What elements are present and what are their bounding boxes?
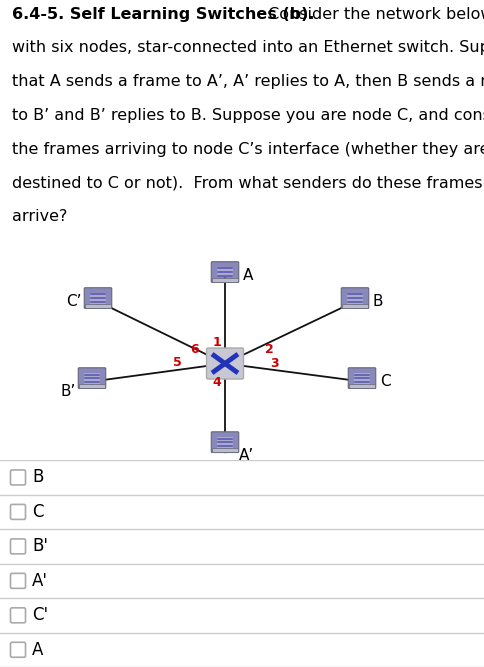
FancyBboxPatch shape xyxy=(11,504,26,520)
Text: A’: A’ xyxy=(239,448,254,463)
Bar xyxy=(342,304,368,308)
FancyBboxPatch shape xyxy=(78,368,106,388)
Text: that A sends a frame to A’, A’ replies to A, then B sends a message: that A sends a frame to A’, A’ replies t… xyxy=(12,74,484,89)
FancyBboxPatch shape xyxy=(11,574,26,588)
Bar xyxy=(84,373,100,384)
Bar xyxy=(217,437,233,448)
Text: C': C' xyxy=(32,606,48,624)
FancyBboxPatch shape xyxy=(211,432,239,452)
Text: A': A' xyxy=(32,572,48,590)
Text: A: A xyxy=(32,641,44,659)
FancyBboxPatch shape xyxy=(11,608,26,623)
Bar xyxy=(79,384,105,388)
Text: 5: 5 xyxy=(173,356,182,370)
Bar xyxy=(354,373,370,384)
Bar xyxy=(347,293,363,303)
Text: Consider the network below: Consider the network below xyxy=(263,7,484,21)
Text: with six nodes, star-connected into an Ethernet switch. Suppose: with six nodes, star-connected into an E… xyxy=(12,41,484,55)
Text: A: A xyxy=(243,268,254,283)
Bar xyxy=(217,267,233,277)
FancyBboxPatch shape xyxy=(84,287,112,308)
Text: 6.4-5. Self Learning Switches (b).: 6.4-5. Self Learning Switches (b). xyxy=(12,7,315,21)
Bar xyxy=(212,448,238,452)
Text: 3: 3 xyxy=(270,358,278,370)
Text: B': B' xyxy=(32,538,48,556)
FancyBboxPatch shape xyxy=(211,261,239,282)
Text: destined to C or not).  From what senders do these frames: destined to C or not). From what senders… xyxy=(12,175,483,191)
Text: 1: 1 xyxy=(212,336,221,349)
Text: 4: 4 xyxy=(212,376,221,389)
Text: arrive?: arrive? xyxy=(12,209,67,224)
Bar xyxy=(212,278,238,282)
Text: B: B xyxy=(373,294,383,309)
Bar xyxy=(349,384,375,388)
Text: 6: 6 xyxy=(191,344,199,356)
Text: 2: 2 xyxy=(265,344,273,356)
Bar xyxy=(85,304,111,308)
FancyBboxPatch shape xyxy=(341,287,369,308)
Text: C’: C’ xyxy=(66,294,81,309)
FancyBboxPatch shape xyxy=(348,368,376,388)
Text: B: B xyxy=(32,468,44,486)
Text: the frames arriving to node C’s interface (whether they are: the frames arriving to node C’s interfac… xyxy=(12,141,484,157)
Text: C: C xyxy=(32,503,44,521)
FancyBboxPatch shape xyxy=(207,348,243,379)
Bar xyxy=(90,293,106,303)
FancyBboxPatch shape xyxy=(11,470,26,485)
Text: to B’ and B’ replies to B. Suppose you are node C, and consider: to B’ and B’ replies to B. Suppose you a… xyxy=(12,108,484,123)
FancyBboxPatch shape xyxy=(11,539,26,554)
Text: B’: B’ xyxy=(60,384,76,399)
FancyBboxPatch shape xyxy=(11,642,26,657)
Text: C: C xyxy=(380,374,391,389)
